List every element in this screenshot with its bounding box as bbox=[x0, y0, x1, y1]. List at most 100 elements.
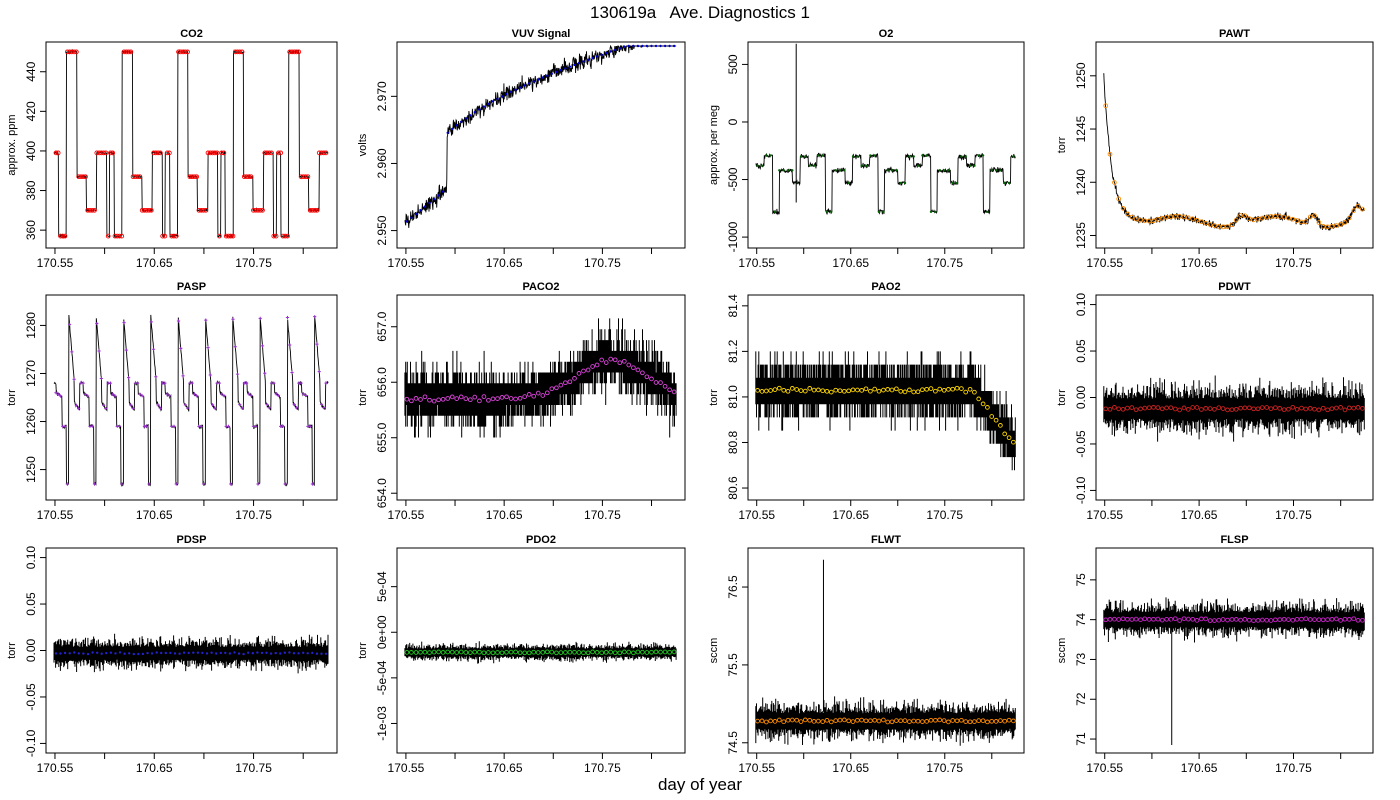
average-point bbox=[594, 650, 600, 655]
average-point bbox=[572, 649, 577, 655]
average-point bbox=[122, 321, 126, 325]
average-point bbox=[789, 386, 795, 391]
average-point bbox=[662, 649, 668, 655]
average-point bbox=[773, 210, 777, 213]
average-point bbox=[586, 58, 590, 61]
y-tick-label: 0.05 bbox=[24, 592, 38, 616]
y-tick-label: 440 bbox=[24, 61, 38, 81]
average-point bbox=[667, 387, 672, 393]
y-tick-label: -0.10 bbox=[1074, 476, 1088, 504]
average-point bbox=[310, 207, 315, 213]
average-point bbox=[194, 174, 200, 180]
average-point bbox=[567, 379, 573, 385]
average-point bbox=[324, 652, 328, 655]
average-point bbox=[283, 651, 286, 654]
average-point bbox=[1155, 217, 1161, 222]
average-point bbox=[71, 49, 77, 55]
average-point bbox=[623, 45, 626, 48]
average-point bbox=[802, 388, 808, 394]
plot-frame bbox=[45, 41, 338, 249]
average-point bbox=[53, 150, 59, 156]
average-point bbox=[667, 649, 672, 655]
average-point bbox=[153, 150, 159, 156]
x-tick-label: 170.75 bbox=[584, 761, 621, 775]
average-point bbox=[967, 719, 973, 725]
average-point bbox=[454, 650, 460, 655]
average-point bbox=[1002, 718, 1008, 724]
average-point bbox=[929, 210, 933, 213]
average-point bbox=[902, 718, 908, 723]
average-point bbox=[599, 357, 605, 363]
y-tick-label: 74 bbox=[1074, 613, 1088, 627]
average-point bbox=[872, 717, 878, 723]
y-tick-label: 81.4 bbox=[726, 294, 740, 318]
average-point bbox=[440, 396, 446, 402]
average-point bbox=[1138, 617, 1143, 623]
average-point bbox=[798, 388, 804, 393]
average-point bbox=[291, 49, 297, 55]
average-point bbox=[304, 393, 308, 398]
average-point bbox=[514, 88, 517, 91]
y-axis-label: torr bbox=[357, 389, 369, 406]
average-point bbox=[868, 718, 873, 724]
average-point bbox=[1164, 405, 1169, 411]
average-point bbox=[490, 396, 496, 402]
average-point bbox=[210, 651, 213, 654]
average-point bbox=[138, 392, 142, 396]
average-point bbox=[1225, 617, 1230, 623]
average-point bbox=[1194, 618, 1200, 623]
average-point bbox=[1286, 215, 1291, 221]
average-point bbox=[523, 84, 526, 87]
average-point bbox=[165, 392, 169, 396]
y-axis-label: sccm bbox=[708, 638, 720, 664]
average-point bbox=[781, 387, 787, 393]
y-tick-label: 1250 bbox=[24, 456, 38, 483]
average-point bbox=[121, 49, 127, 55]
average-point bbox=[164, 150, 170, 156]
average-point bbox=[1268, 406, 1274, 412]
average-point bbox=[614, 48, 617, 52]
average-point bbox=[990, 169, 993, 172]
average-point bbox=[55, 150, 61, 156]
average-point bbox=[1246, 216, 1252, 222]
average-point bbox=[591, 56, 594, 60]
average-point bbox=[821, 154, 824, 157]
y-tick-label: 400 bbox=[24, 141, 38, 161]
average-point bbox=[306, 652, 309, 655]
average-point bbox=[804, 155, 807, 158]
average-point bbox=[257, 207, 263, 213]
average-point bbox=[126, 49, 131, 55]
average-point bbox=[1190, 405, 1196, 410]
y-axis-label: torr bbox=[1056, 389, 1068, 406]
average-point bbox=[768, 718, 773, 724]
average-point bbox=[934, 210, 937, 213]
x-tick-label: 170.55 bbox=[37, 508, 74, 522]
average-point bbox=[464, 117, 467, 120]
average-point bbox=[260, 344, 265, 348]
average-point bbox=[776, 385, 782, 391]
average-point bbox=[222, 394, 226, 398]
average-point bbox=[276, 393, 280, 398]
average-point bbox=[180, 49, 186, 55]
y-tick-label: 75 bbox=[1074, 573, 1088, 587]
average-point bbox=[217, 233, 222, 239]
average-point bbox=[409, 650, 414, 655]
average-point bbox=[460, 120, 463, 124]
y-tick-label: 2.970 bbox=[375, 81, 389, 111]
average-point bbox=[229, 482, 233, 486]
average-point bbox=[135, 174, 141, 180]
average-point bbox=[101, 150, 106, 156]
average-point bbox=[1220, 406, 1226, 411]
average-point bbox=[1273, 213, 1278, 219]
average-point bbox=[205, 150, 211, 156]
average-point bbox=[763, 719, 769, 725]
average-point bbox=[605, 51, 608, 55]
average-point bbox=[671, 649, 677, 655]
average-point bbox=[817, 154, 820, 157]
average-point bbox=[937, 717, 943, 723]
y-tick-label: 1245 bbox=[1074, 115, 1088, 142]
chart-panel-flwt: FLWT sccm 170.55 170.65 170.75 74.5 75.5 76.5 bbox=[708, 534, 1025, 775]
average-point bbox=[1199, 219, 1204, 225]
average-point bbox=[563, 650, 568, 655]
average-point bbox=[242, 652, 245, 656]
